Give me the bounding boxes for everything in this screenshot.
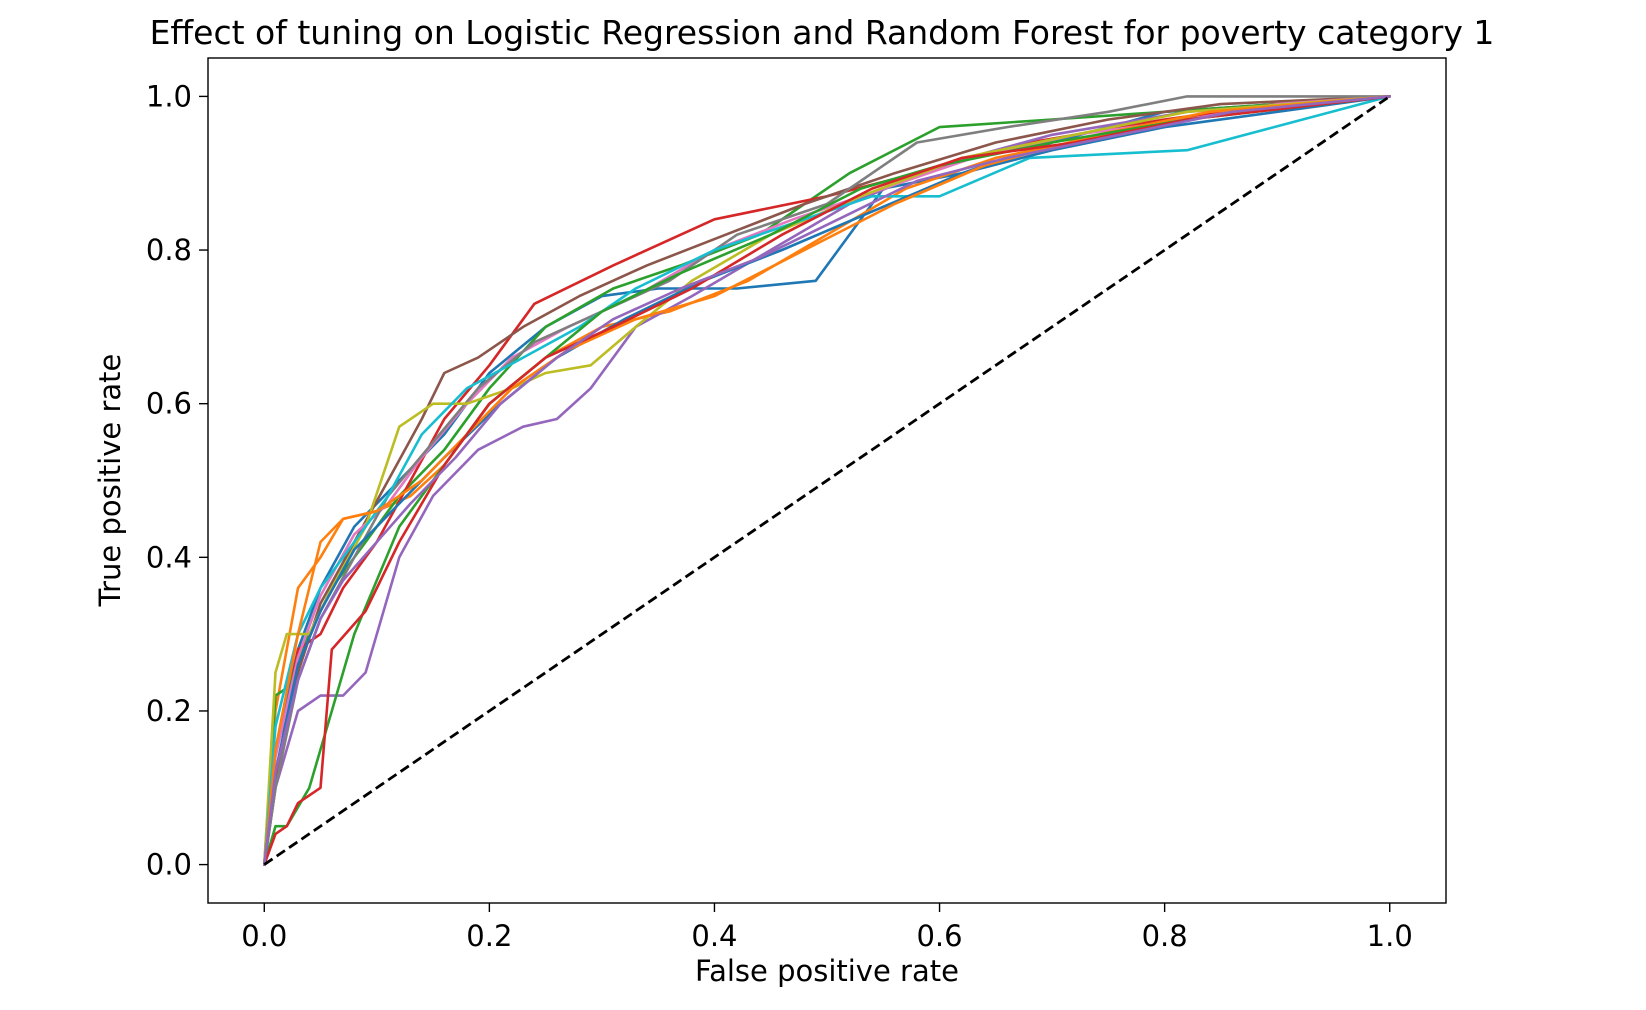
y-tick-label: 0.0 (146, 848, 192, 882)
roc-series-line-4 (262, 95, 1391, 866)
roc-series-line-14 (262, 95, 1391, 866)
roc-series-line-10 (262, 95, 1391, 866)
x-tick-label: 0.2 (466, 919, 512, 953)
y-tick-label: 0.4 (146, 540, 192, 574)
x-tick-label: 0.4 (691, 919, 737, 953)
x-axis-label: False positive rate (695, 954, 959, 988)
x-tick-label: 0.6 (916, 919, 962, 953)
chart-title: Effect of tuning on Logistic Regression … (150, 13, 1495, 52)
plot-frame (207, 57, 1447, 904)
y-tick-label: 0.2 (146, 694, 192, 728)
y-tick-label: 0.6 (146, 387, 192, 421)
roc-series-line-6 (262, 95, 1391, 866)
roc-series-line-12 (262, 95, 1391, 866)
x-tick-label: 0.0 (241, 919, 287, 953)
y-axis-label: True positive rate (93, 354, 127, 608)
x-axis-ticks: 0.0 0.2 0.4 0.6 0.8 1.0 (241, 903, 1413, 953)
y-tick-label: 0.8 (146, 233, 192, 267)
chance-layer (263, 95, 1391, 866)
x-tick-label: 1.0 (1367, 919, 1413, 953)
chance-diagonal-line (263, 95, 1391, 866)
y-axis-ticks: 0.0 0.2 0.4 0.6 0.8 1.0 (146, 79, 208, 882)
roc-series-line-15 (262, 95, 1391, 866)
series-layer (262, 95, 1391, 866)
x-tick-label: 0.8 (1142, 919, 1188, 953)
y-tick-label: 1.0 (146, 79, 192, 113)
